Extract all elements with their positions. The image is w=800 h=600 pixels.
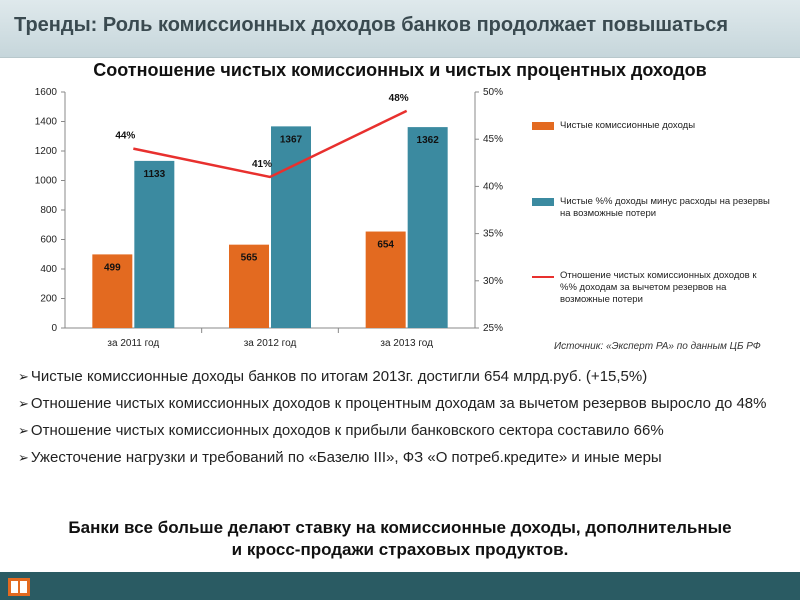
- y-left-tick-label: 600: [40, 235, 57, 246]
- y-left-tick-label: 1400: [35, 117, 58, 128]
- bar-interest-label: 1133: [143, 169, 165, 180]
- bar-interest: [271, 126, 311, 329]
- legend-label-commission: Чистые комиссионные доходы: [560, 120, 696, 131]
- slide-title: Тренды: Роль комиссионных доходов банков…: [14, 14, 729, 36]
- ratio-point-label: 48%: [389, 93, 409, 104]
- y-left-tick-label: 400: [40, 264, 57, 275]
- chart-source: Источник: «Эксперт РА» по данным ЦБ РФ: [554, 341, 761, 352]
- legend-label-interest: Чистые %% доходы минус расходы на резерв…: [560, 196, 770, 219]
- x-tick-label: за 2011 год: [107, 338, 159, 349]
- arrow-bullet-icon: ➢: [18, 369, 29, 384]
- bar-commission: [229, 244, 269, 328]
- y-left-tick-label: 200: [40, 294, 57, 305]
- slide-header: Тренды: Роль комиссионных доходов банков…: [0, 0, 800, 58]
- arrow-bullet-icon: ➢: [18, 450, 29, 465]
- slide-footer: [0, 572, 800, 600]
- legend-swatch-ratio: [532, 276, 554, 278]
- bullet-text: Отношение чистых комиссионных доходов к …: [30, 422, 664, 439]
- bullet-item: ➢ Ужесточение нагрузки и требований по «Б…: [18, 447, 788, 468]
- bar-commission-label: 565: [241, 253, 258, 264]
- bullet-text: Ужесточение нагрузки и требований по «Ба…: [30, 449, 662, 466]
- bullet-text: Чистые комиссионные доходы банков по ито…: [30, 368, 648, 385]
- y-left-tick-label: 1200: [35, 146, 58, 157]
- combo-chart: 0 200 400 600 800 1000 1200 1400 1600 25% 30% 35% 40…: [35, 87, 503, 349]
- arrow-bullet-icon: ➢: [18, 423, 29, 438]
- y-right-tick-label: 40%: [483, 181, 503, 192]
- bar-interest: [407, 127, 448, 328]
- x-tick-label: за 2013 год: [380, 338, 433, 349]
- conclusion-text: Банки все больше делают ставку на комисс…: [0, 517, 800, 561]
- y-right-tick-label: 30%: [483, 276, 503, 287]
- chart-title: Соотношение чистых комиссионных и чистых…: [93, 60, 707, 80]
- bullet-item: ➢ Отношение чистых комиссионных доходов к…: [18, 393, 788, 414]
- bullet-item: ➢ Отношение чистых комиссионных доходов к…: [18, 420, 788, 441]
- legend-swatch-commission: [532, 122, 554, 130]
- conclusion-line-2: и кросс-продажи страховых продуктов.: [231, 540, 569, 559]
- bar-commission-label: 654: [377, 240, 394, 251]
- conclusion-line-1: Банки все больше делают ставку на комисс…: [68, 518, 732, 537]
- ratio-point-label: 44%: [115, 131, 135, 142]
- y-right-tick-label: 50%: [483, 87, 503, 98]
- ratio-line: [133, 109, 408, 179]
- company-logo-icon: [8, 578, 30, 596]
- y-left-tick-label: 0: [51, 323, 57, 334]
- bullet-list: ➢ Чистые комиссионные доходы банков по ит…: [18, 366, 788, 474]
- bullet-item: ➢ Чистые комиссионные доходы банков по ит…: [18, 366, 788, 387]
- bar-commission-label: 499: [104, 262, 121, 273]
- x-tick-label: за 2012 год: [244, 338, 297, 349]
- y-right-tick-label: 35%: [483, 229, 503, 240]
- y-left-tick-label: 1000: [35, 176, 58, 187]
- bullet-text: Отношение чистых комиссионных доходов к …: [30, 395, 767, 412]
- y-left-tick-label: 1600: [35, 87, 58, 98]
- bar-interest-label: 1367: [280, 134, 303, 145]
- bar-commission: [92, 254, 133, 328]
- bar-interest-label: 1362: [417, 135, 440, 146]
- y-right-tick-label: 45%: [483, 134, 503, 145]
- bar-commission: [365, 231, 406, 328]
- y-right-tick-label: 25%: [483, 323, 503, 334]
- ratio-point-label: 41%: [252, 159, 272, 170]
- legend-label-ratio: Отношение чистых комиссионных доходов к …: [560, 270, 757, 305]
- arrow-bullet-icon: ➢: [18, 396, 29, 411]
- bar-interest: [134, 160, 175, 328]
- legend-swatch-interest: [532, 198, 554, 206]
- y-left-tick-label: 800: [40, 205, 57, 216]
